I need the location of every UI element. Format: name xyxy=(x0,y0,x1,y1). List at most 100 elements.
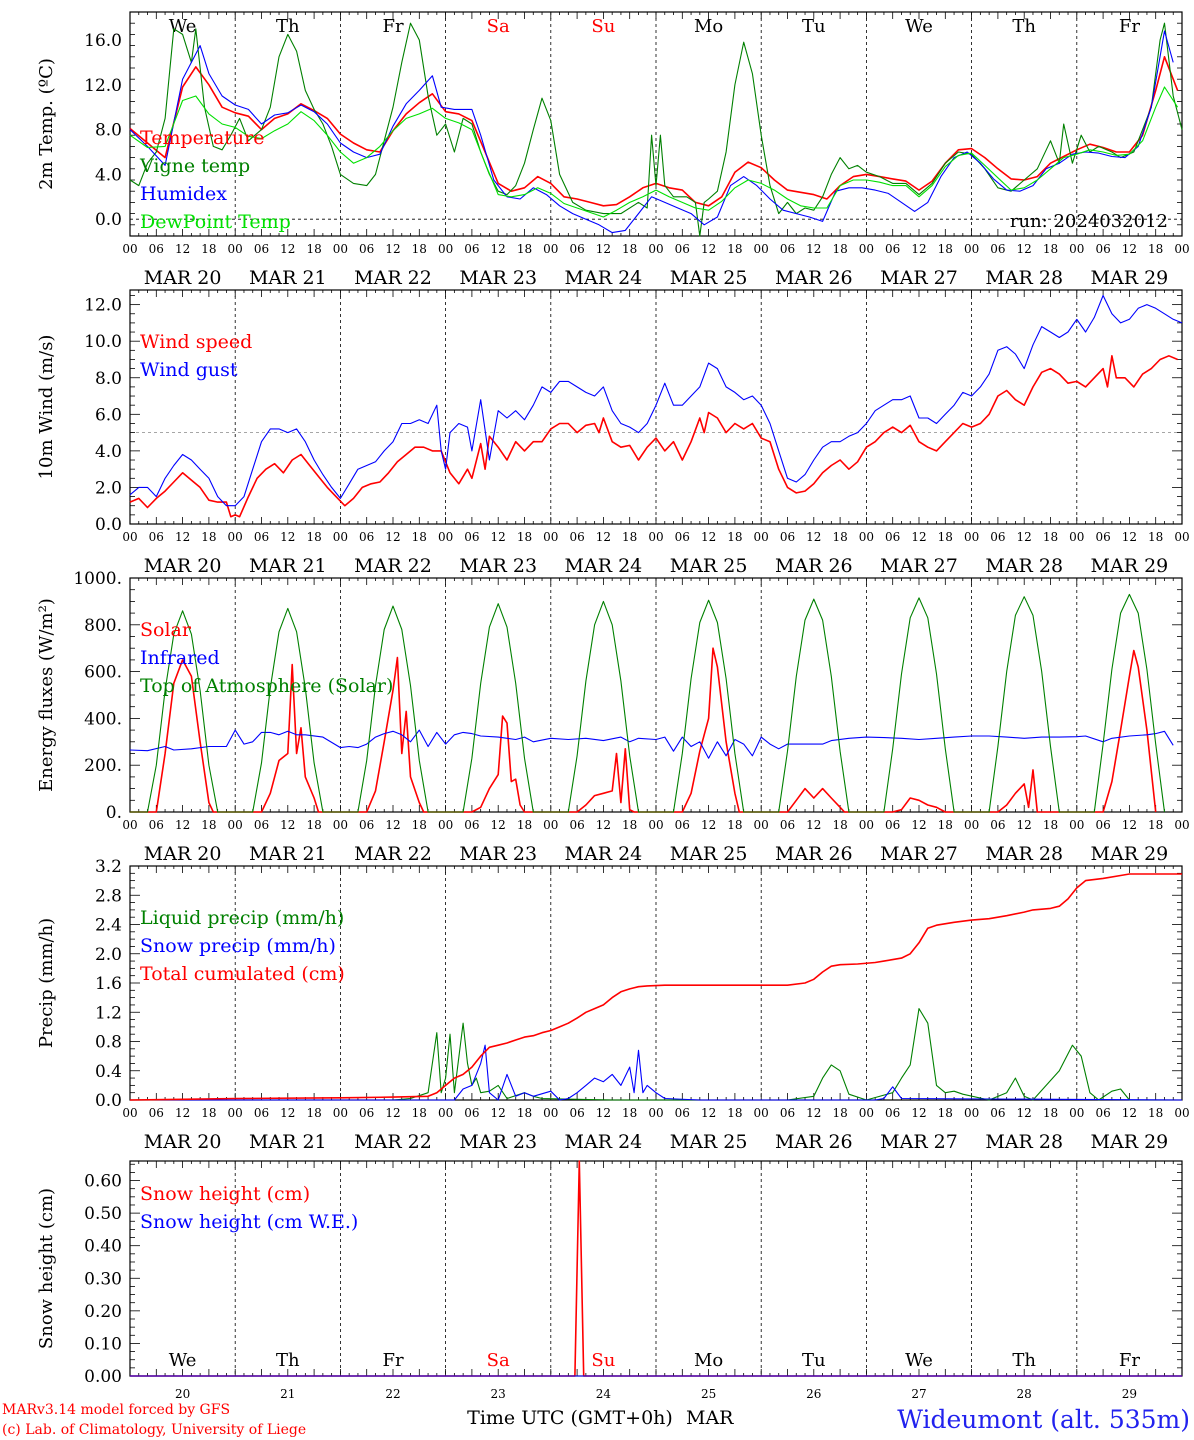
hour-tick-label: 06 xyxy=(149,1106,164,1120)
hour-tick-label: 18 xyxy=(306,242,321,256)
legend-entry: Temperature xyxy=(140,127,264,149)
hour-tick-label: 00 xyxy=(438,818,453,832)
hour-tick-label: 00 xyxy=(859,242,874,256)
panel-energy: 00 06 12 18 00 06 12 18 00 06 12 18 00 06 12 18 00 06 12 18… xyxy=(36,569,1190,865)
hour-tick-label: 12 xyxy=(385,1106,400,1120)
hour-tick-label: 18 xyxy=(517,242,532,256)
y-tick-label: 8.0 xyxy=(95,121,122,141)
hour-tick-label: 00 xyxy=(122,242,137,256)
series-line xyxy=(130,647,1157,813)
hour-tick-label: 18 xyxy=(517,530,532,544)
hour-tick-label: 00 xyxy=(1069,1106,1084,1120)
hour-tick-label: 06 xyxy=(675,1106,690,1120)
hour-tick-label: 12 xyxy=(596,242,611,256)
hour-tick-label: 12 xyxy=(596,1106,611,1120)
time-axis-label: Time UTC (GMT+0h) xyxy=(467,1407,673,1429)
credit-line-2: (c) Lab. of Climatology, University of L… xyxy=(2,1422,306,1438)
weekday-label: Fr xyxy=(1119,16,1140,37)
date-label: MAR 28 xyxy=(985,1131,1063,1153)
y-tick-label: 400. xyxy=(84,709,122,729)
y-axis-title: 2m Temp. (ºC) xyxy=(36,58,57,190)
date-label: MAR 26 xyxy=(775,267,853,289)
hour-tick-label: 00 xyxy=(1069,818,1084,832)
hour-tick-label: 12 xyxy=(1122,1106,1137,1120)
hour-tick-label: 00 xyxy=(754,242,769,256)
date-label: MAR 20 xyxy=(144,1131,222,1153)
hour-tick-label: 00 xyxy=(648,242,663,256)
hour-tick-label: 00 xyxy=(438,530,453,544)
date-label: MAR 24 xyxy=(565,267,643,289)
hour-tick-label: 06 xyxy=(254,1106,269,1120)
y-tick-label: 0.40 xyxy=(84,1237,122,1257)
hour-tick-label: 18 xyxy=(622,530,637,544)
hour-tick-label: 12 xyxy=(701,818,716,832)
hour-tick-label: 18 xyxy=(306,1106,321,1120)
date-label: MAR 25 xyxy=(670,555,748,577)
hour-tick-label: 00 xyxy=(543,242,558,256)
y-tick-label: 8.0 xyxy=(95,369,122,389)
series-line xyxy=(129,729,1174,759)
y-tick-label: 0. xyxy=(106,803,122,823)
hour-tick-label: 18 xyxy=(832,530,847,544)
hour-tick-label: 18 xyxy=(727,530,742,544)
panel-wind: 00 06 12 18 00 06 12 18 00 06 12 18 00 06 12 18 00 06 12 18… xyxy=(36,289,1190,577)
weekday-label: Th xyxy=(276,16,300,37)
legend-entry: Snow precip (mm/h) xyxy=(140,935,336,957)
hour-tick-label: 00 xyxy=(648,818,663,832)
hour-tick-label: 12 xyxy=(596,530,611,544)
credit-line-1: MARv3.14 model forced by GFS xyxy=(2,1402,230,1418)
hour-tick-label: 18 xyxy=(938,530,953,544)
hour-tick-label: 00 xyxy=(438,242,453,256)
hour-tick-label: 12 xyxy=(491,530,506,544)
date-label: MAR 20 xyxy=(144,555,222,577)
hour-tick-label: 18 xyxy=(1148,530,1163,544)
hour-tick-label: 18 xyxy=(201,530,216,544)
hour-tick-label: 18 xyxy=(938,818,953,832)
hour-tick-label: 00 xyxy=(648,530,663,544)
hour-tick-label: 00 xyxy=(122,530,137,544)
hour-tick-label: 12 xyxy=(1017,242,1032,256)
weekday-label: Sa xyxy=(487,16,510,37)
hour-tick-label: 18 xyxy=(201,1106,216,1120)
hour-tick-label: 12 xyxy=(1122,530,1137,544)
hour-tick-label: 06 xyxy=(780,530,795,544)
weekday-label: Fr xyxy=(1119,1350,1140,1371)
hour-tick-label: 06 xyxy=(885,818,900,832)
hour-tick-label: 00 xyxy=(859,818,874,832)
hour-tick-label: 06 xyxy=(780,818,795,832)
y-tick-label: 0.0 xyxy=(95,210,122,230)
hour-tick-label: 18 xyxy=(622,818,637,832)
hour-tick-label: 06 xyxy=(569,242,584,256)
weekday-label: Sa xyxy=(487,1350,510,1371)
y-tick-label: 200. xyxy=(84,756,122,776)
legend-entry: Snow height (cm) xyxy=(140,1183,310,1205)
hour-tick-label: 06 xyxy=(569,530,584,544)
hour-tick-label: 06 xyxy=(569,818,584,832)
hour-tick-label: 06 xyxy=(1095,818,1110,832)
hour-tick-label: 06 xyxy=(885,242,900,256)
y-tick-label: 2.4 xyxy=(95,916,122,936)
y-tick-label: 0.4 xyxy=(95,1062,122,1082)
date-label: MAR 27 xyxy=(880,267,958,289)
hour-tick-label: 18 xyxy=(412,818,427,832)
weekday-label: Th xyxy=(276,1350,300,1371)
hour-tick-label: 06 xyxy=(359,242,374,256)
day-number-label: 28 xyxy=(1017,1387,1032,1401)
hour-tick-label: 00 xyxy=(543,1106,558,1120)
y-tick-label: 4.0 xyxy=(95,165,122,185)
y-tick-label: 0.20 xyxy=(84,1302,122,1322)
hour-tick-label: 12 xyxy=(911,818,926,832)
hour-tick-label: 18 xyxy=(832,242,847,256)
date-label: MAR 29 xyxy=(1091,1131,1169,1153)
y-tick-label: 0.10 xyxy=(84,1334,122,1354)
day-number-label: 27 xyxy=(911,1387,926,1401)
date-label: MAR 26 xyxy=(775,1131,853,1153)
meteogram-panels: 00 06 12 18 00 06 12 18 00 06 12 18 00 06 12 18 00 06 12 18… xyxy=(36,11,1190,1401)
y-axis-title: Energy fluxes (W/m²) xyxy=(36,598,57,792)
y-tick-label: 1000. xyxy=(73,569,122,589)
weekday-label: Su xyxy=(591,1350,615,1371)
hour-tick-label: 00 xyxy=(122,818,137,832)
y-tick-label: 4.0 xyxy=(95,442,122,462)
day-number-label: 20 xyxy=(175,1387,190,1401)
hour-tick-label: 18 xyxy=(1148,242,1163,256)
